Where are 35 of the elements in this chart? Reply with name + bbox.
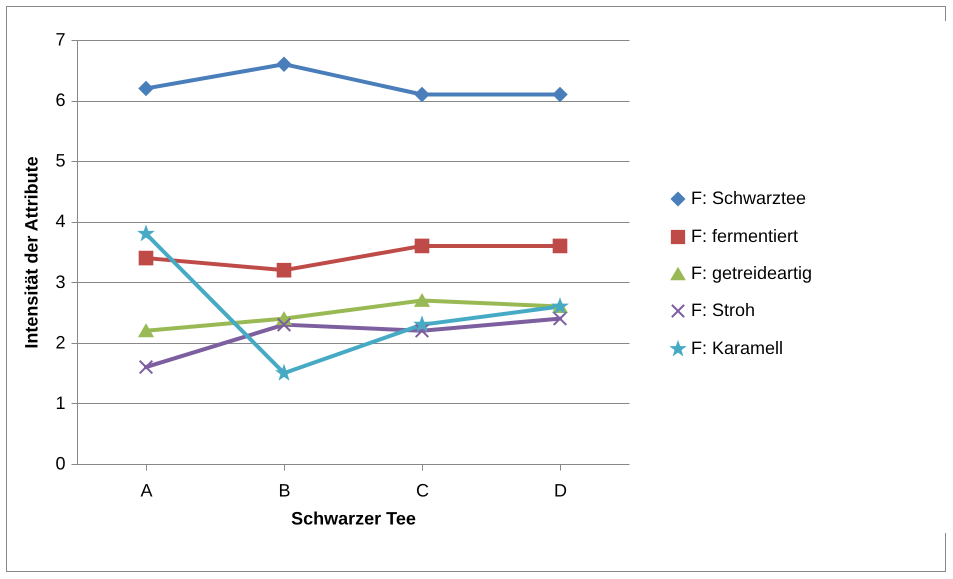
point <box>552 311 568 326</box>
y-tick-label: 4 <box>55 211 66 232</box>
x-tick-label: D <box>554 480 567 500</box>
y-tick-label: 3 <box>55 272 66 292</box>
point <box>276 262 292 278</box>
legend-label: F: Stroh <box>691 300 756 320</box>
point <box>414 323 430 338</box>
y-axis-title: Intensität der Attribute <box>21 156 42 349</box>
point <box>138 324 154 338</box>
y-tick-label: 0 <box>55 454 66 474</box>
y-tick-label: 1 <box>55 392 66 413</box>
point <box>414 87 430 102</box>
point <box>414 238 430 254</box>
legend-label: F: fermentiert <box>691 226 798 246</box>
legend-label: F: Karamell <box>691 338 784 358</box>
point <box>276 56 292 72</box>
point <box>414 294 430 307</box>
point <box>138 250 154 266</box>
y-tick-label: 7 <box>55 30 66 50</box>
y-tick-label: 6 <box>55 90 66 110</box>
point <box>276 317 292 332</box>
x-tick-label: C <box>416 480 429 500</box>
point <box>138 360 154 374</box>
y-tick-label: 2 <box>55 332 66 352</box>
legend-label: F: Schwarztee <box>691 188 806 208</box>
legend-label: F: getreideartig <box>691 263 812 283</box>
y-tick-label: 5 <box>55 150 66 171</box>
point <box>414 317 430 331</box>
x-axis-title: Schwarzer Tee <box>291 508 416 528</box>
point <box>552 87 568 102</box>
point <box>138 81 154 96</box>
point <box>276 366 292 380</box>
point <box>552 238 568 254</box>
x-tick-label: B <box>278 480 291 500</box>
x-tick-label: A <box>140 480 153 500</box>
